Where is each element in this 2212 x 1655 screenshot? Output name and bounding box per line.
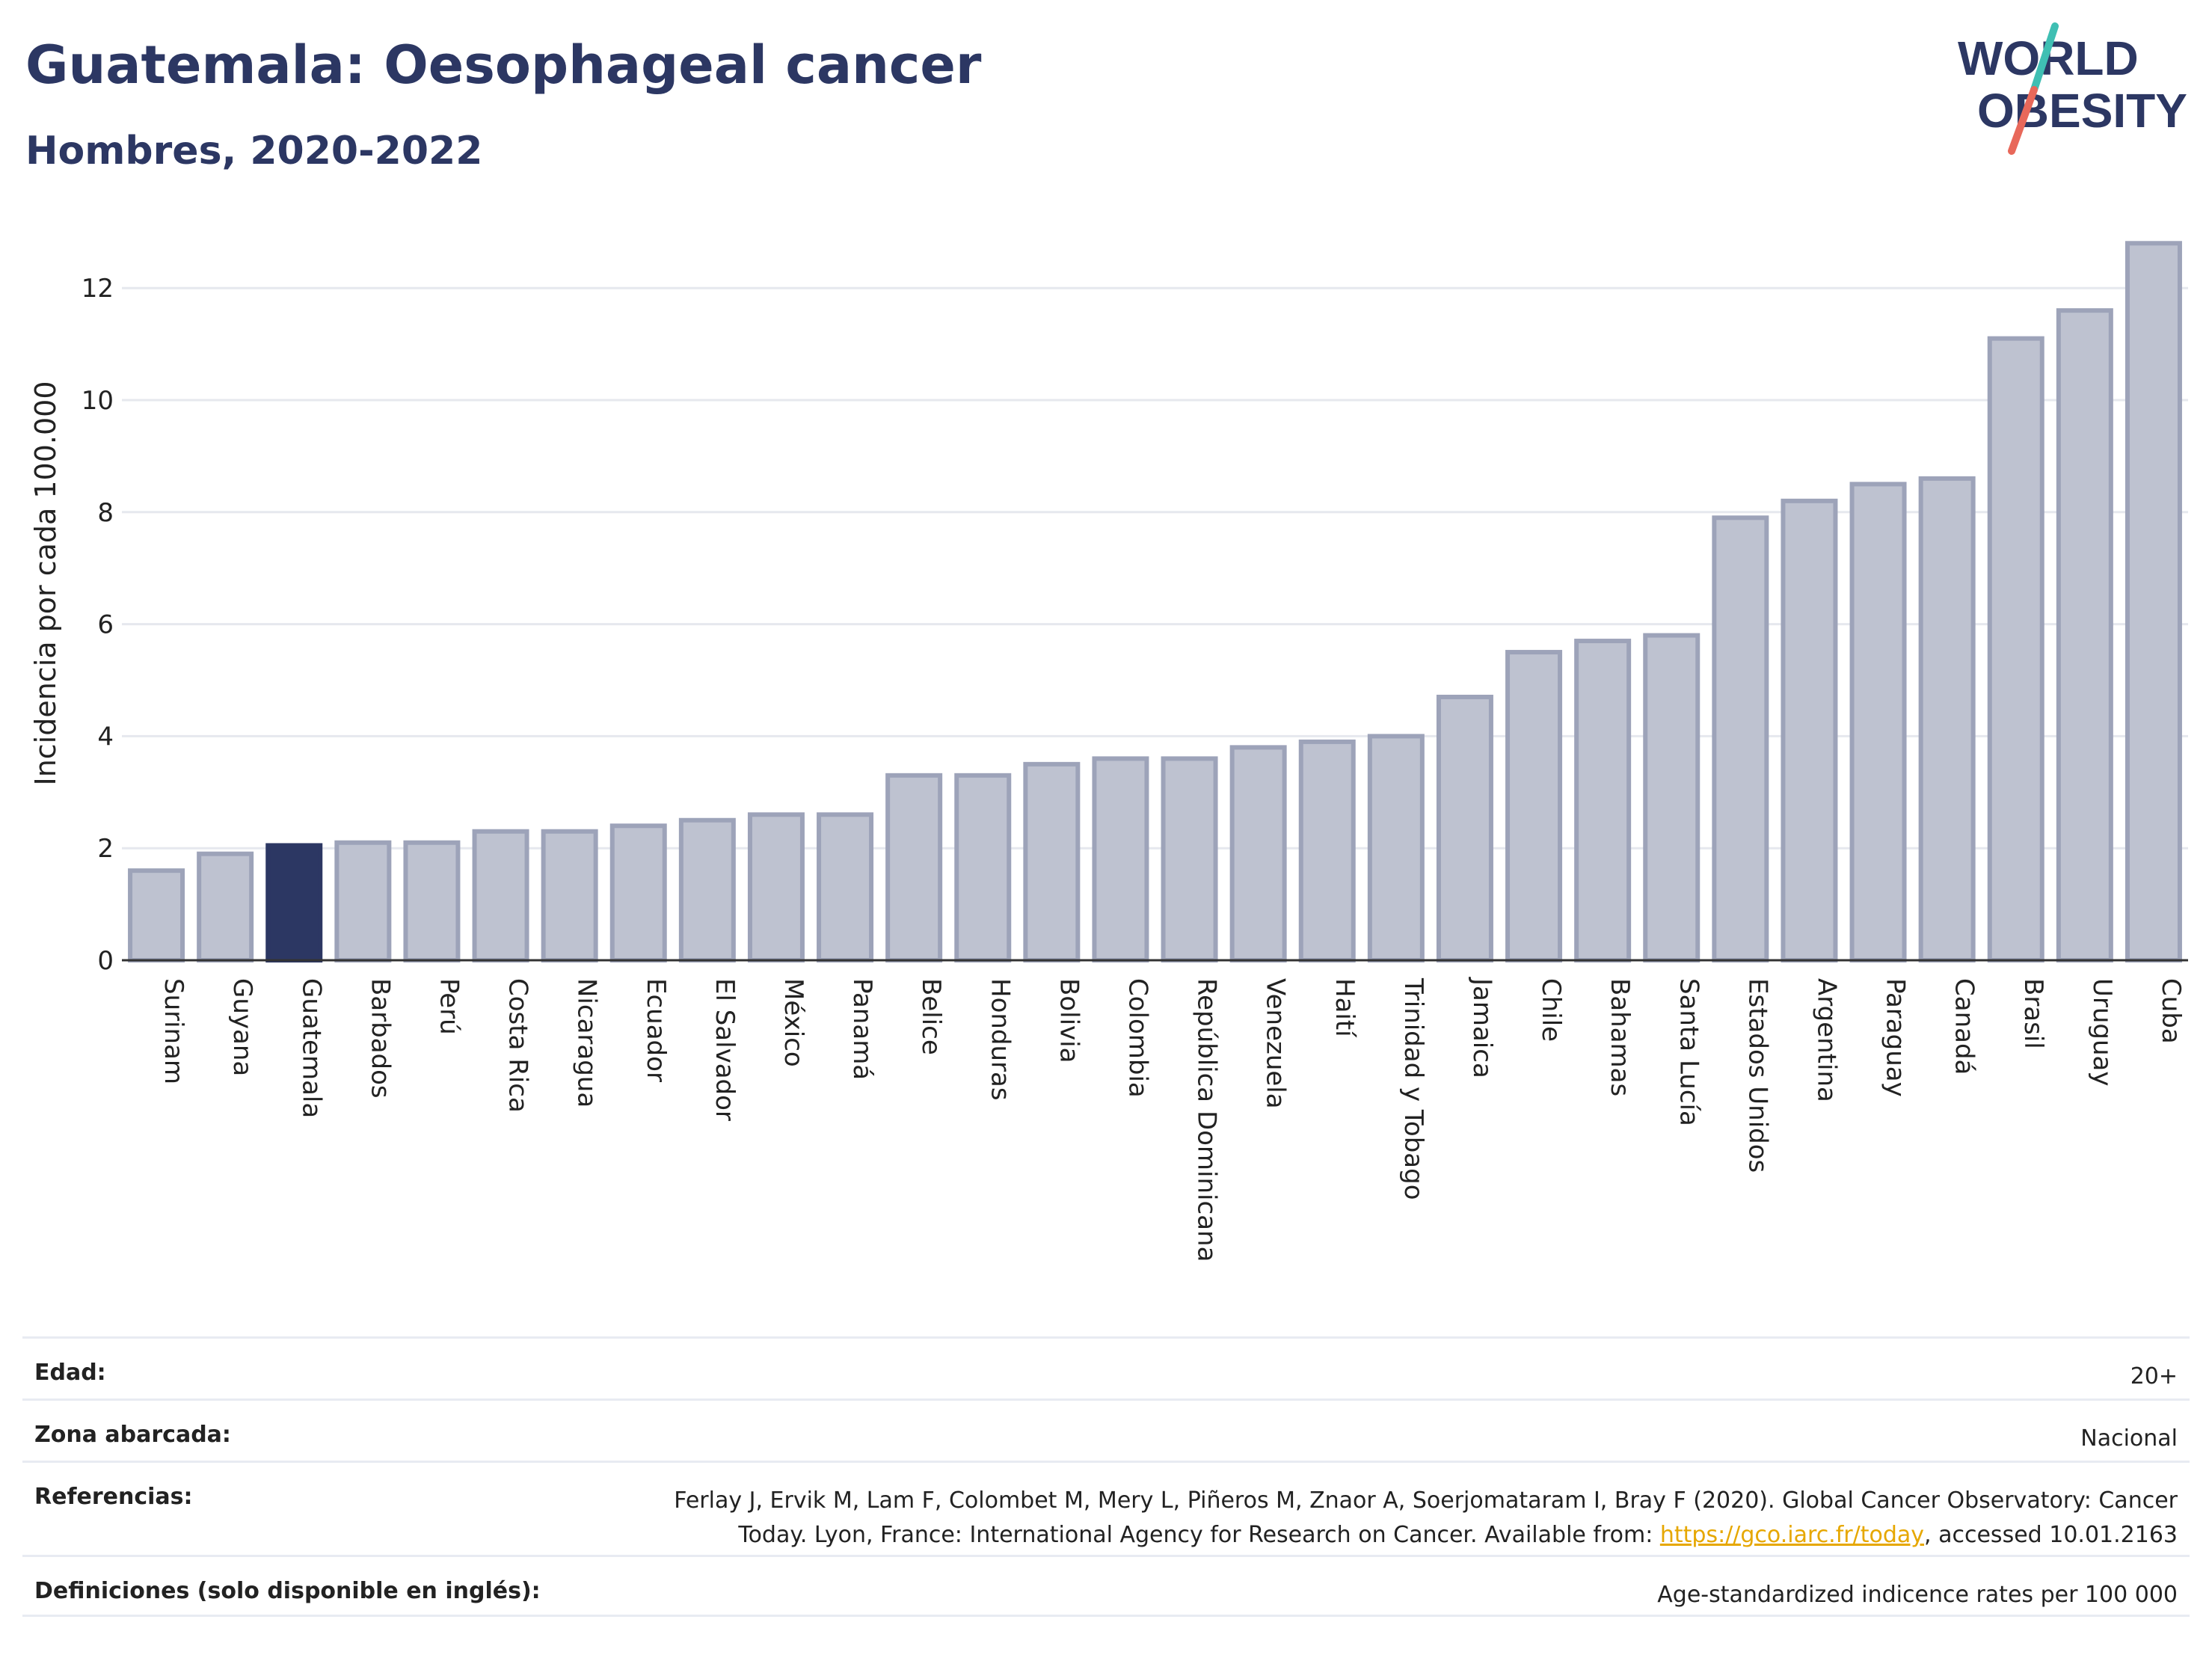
x-tick-label: Venezuela — [1261, 978, 1291, 1109]
bars — [128, 241, 2182, 963]
bar-chart: 0 2 4 6 8 10 12 Surinam Guyana Guatemala Barbados P… — [29, 241, 2188, 1262]
y-tick-label: 8 — [97, 498, 114, 528]
bar-venezuela[interactable] — [1229, 745, 1287, 962]
x-tick-label: Santa Lucía — [1674, 978, 1703, 1126]
y-tick-label: 4 — [97, 722, 114, 752]
x-tick-label: Costa Rica — [503, 978, 533, 1113]
references-label: Referencias: — [34, 1484, 193, 1510]
bar-nicaragua[interactable] — [541, 829, 598, 962]
x-tick-label: Cuba — [2156, 978, 2186, 1044]
bar-panamá[interactable] — [817, 812, 874, 963]
y-tick-label: 6 — [97, 610, 114, 640]
bar-cuba[interactable] — [2125, 241, 2182, 962]
x-tick-label: Argentina — [1811, 978, 1841, 1102]
y-axis-title: Incidencia por cada 100.000 — [29, 381, 62, 785]
x-tick-label: Uruguay — [2087, 978, 2117, 1087]
references-text-part3: , accessed 10.01.2163 — [1924, 1522, 2178, 1548]
x-tick-label: Bolivia — [1054, 978, 1084, 1063]
references-text: Ferlay J, Ervik M, Lam F, Colombet M, Me… — [674, 1484, 2178, 1553]
y-tick-label: 12 — [82, 274, 114, 304]
x-tick-label: Barbados — [365, 978, 395, 1099]
chart-subtitle: Hombres, 2020-2022 — [25, 129, 483, 174]
bar-canadá[interactable] — [1918, 476, 1976, 962]
x-tick-label: Paraguay — [1881, 978, 1911, 1097]
gridlines — [122, 286, 2188, 850]
x-tick-label: El Salvador — [710, 978, 740, 1121]
meta-row-definitions: Definiciones (solo disponible en inglés)… — [22, 1555, 2190, 1617]
x-tick-label: República Dominicana — [1192, 978, 1222, 1262]
x-tick-label: Bahamas — [1605, 978, 1635, 1096]
bar-chile[interactable] — [1505, 650, 1563, 962]
chart-title: Guatemala: Oesophageal cancer — [25, 34, 982, 96]
y-tick-label: 2 — [97, 834, 114, 864]
meta-row-age: Edad: 20+ — [22, 1336, 2190, 1398]
bar-barbados[interactable] — [334, 840, 392, 962]
logo-text-line2: OBESITY — [1977, 84, 2187, 138]
bar-guatemala[interactable] — [265, 843, 323, 962]
y-tick-label: 0 — [97, 946, 114, 976]
logo-slash-teal — [2030, 22, 2059, 93]
logo-slash-coral — [2008, 86, 2038, 155]
bar-costa-rica[interactable] — [472, 829, 529, 962]
bar-trinidad-y-tobago[interactable] — [1367, 734, 1425, 963]
bar-ecuador[interactable] — [609, 823, 667, 962]
y-tick-label: 10 — [82, 386, 114, 416]
bar-haití[interactable] — [1298, 739, 1356, 962]
bar-méxico[interactable] — [747, 812, 805, 963]
x-tick-label: Honduras — [985, 978, 1015, 1101]
meta-row-references: Referencias: Ferlay J, Ervik M, Lam F, C… — [22, 1461, 2190, 1555]
world-obesity-logo: WORLD OBESITY — [1958, 22, 2187, 155]
x-tick-label: Brasil — [2018, 978, 2048, 1049]
meta-row-area: Zona abarcada: Nacional — [22, 1398, 2190, 1461]
bar-estados-unidos[interactable] — [1712, 515, 1769, 962]
bar-colombia[interactable] — [1092, 756, 1149, 962]
x-tick-label: Canadá — [1950, 978, 1979, 1075]
definitions-value: Age-standardized indicence rates per 100… — [1657, 1582, 2178, 1608]
bar-república-dominicana[interactable] — [1161, 756, 1218, 962]
bar-belice[interactable] — [885, 773, 943, 962]
x-tick-label: Belice — [916, 978, 946, 1055]
x-tick-label: Nicaragua — [572, 978, 602, 1108]
x-tick-label: Guatemala — [296, 978, 326, 1118]
bar-santa-lucía[interactable] — [1643, 633, 1701, 963]
x-tick-label: Estados Unidos — [1742, 978, 1772, 1173]
area-value: Nacional — [2080, 1425, 2178, 1452]
x-tick-label: Surinam — [159, 978, 188, 1084]
age-value: 20+ — [2130, 1363, 2178, 1390]
bar-el-salvador[interactable] — [678, 817, 736, 962]
bar-honduras[interactable] — [954, 773, 1012, 962]
bar-perú[interactable] — [403, 840, 461, 962]
labels: 0 2 4 6 8 10 12 Surinam Guyana Guatemala Barbados P… — [29, 274, 2186, 1262]
bar-guyana[interactable] — [197, 851, 254, 962]
bar-bahamas[interactable] — [1574, 639, 1632, 962]
definitions-label: Definiciones (solo disponible en inglés)… — [34, 1578, 541, 1604]
x-tick-label: Jamaica — [1467, 977, 1497, 1078]
bar-argentina[interactable] — [1781, 498, 1838, 962]
x-tick-label: Panamá — [847, 978, 877, 1080]
x-tick-label: México — [778, 978, 808, 1067]
x-tick-label: Ecuador — [641, 978, 671, 1082]
bar-paraguay[interactable] — [1849, 482, 1907, 962]
x-tick-label: Guyana — [227, 978, 257, 1076]
area-label: Zona abarcada: — [34, 1422, 231, 1448]
x-tick-label: Trinidad y Tobago — [1398, 977, 1428, 1200]
references-link[interactable]: https://gco.iarc.fr/today — [1659, 1522, 1925, 1548]
bar-surinam[interactable] — [128, 868, 185, 963]
bar-bolivia[interactable] — [1023, 761, 1081, 962]
x-tick-label: Colombia — [1122, 978, 1152, 1098]
references-text-part2: Today. Lyon, France: International Agenc… — [738, 1522, 1660, 1548]
bar-brasil[interactable] — [1987, 336, 2044, 962]
x-tick-label: Perú — [434, 978, 464, 1035]
age-label: Edad: — [34, 1360, 106, 1386]
references-text-part1: Ferlay J, Ervik M, Lam F, Colombet M, Me… — [674, 1487, 2178, 1514]
x-tick-label: Chile — [1536, 978, 1566, 1042]
bar-uruguay[interactable] — [2056, 308, 2113, 963]
metadata-table: Edad: 20+ Zona abarcada: Nacional Refere… — [22, 1336, 2190, 1617]
x-tick-label: Haití — [1330, 978, 1360, 1038]
bar-jamaica[interactable] — [1436, 694, 1493, 962]
